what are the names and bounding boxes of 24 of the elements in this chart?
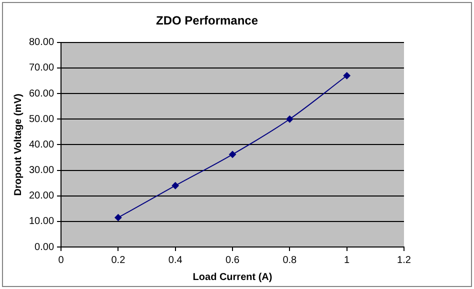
x-tick-label: 0.8 — [282, 254, 298, 266]
point — [229, 150, 236, 158]
point — [286, 116, 294, 123]
y-tick-label: 50.00 — [28, 114, 54, 125]
x-tick-label: 0 — [58, 254, 64, 266]
y-axis-title: Dropout Voltage (mV) — [12, 94, 24, 196]
x-tick-label: 1.2 — [397, 254, 412, 266]
y-tick-label: 40.00 — [28, 139, 54, 150]
chart-title: ZDO Performance — [156, 14, 258, 28]
y-tick-label: 60.00 — [28, 88, 54, 100]
point — [343, 72, 350, 80]
x-tick-label: 1 — [344, 254, 350, 266]
x-tick-label: 0.2 — [111, 254, 126, 266]
y-tick-label: 10.00 — [28, 216, 54, 228]
y-tick-label: 30.00 — [28, 165, 54, 176]
point — [114, 214, 122, 222]
y-tick-label: 20.00 — [28, 190, 54, 202]
y-tick-label: 70.00 — [28, 62, 54, 74]
x-tick-label: 0.4 — [168, 254, 183, 266]
y-tick-label: 0.00 — [34, 242, 54, 253]
y-tick-label: 80.00 — [28, 37, 54, 48]
x-tick-label: 0.6 — [226, 254, 240, 266]
point — [172, 182, 179, 190]
x-axis-title: Load Current (A) — [192, 272, 272, 283]
